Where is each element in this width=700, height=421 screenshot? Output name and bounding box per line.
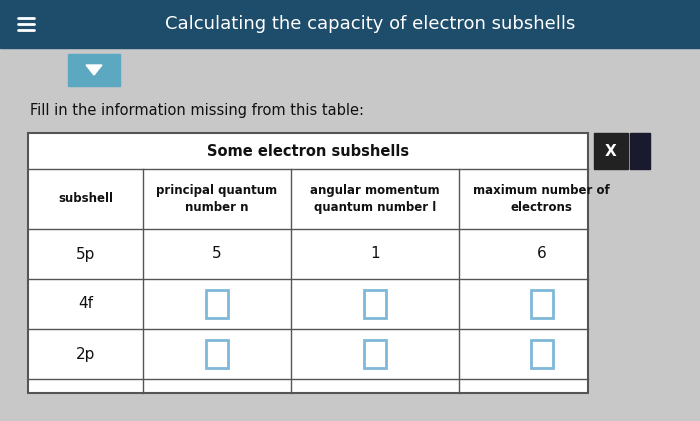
FancyBboxPatch shape <box>206 290 228 318</box>
Text: Fill in the information missing from this table:: Fill in the information missing from thi… <box>30 103 364 118</box>
Bar <box>594 133 628 169</box>
Text: 5p: 5p <box>76 247 95 261</box>
Text: 2p: 2p <box>76 346 95 362</box>
Text: 4f: 4f <box>78 296 93 312</box>
Text: 5: 5 <box>212 247 222 261</box>
Text: angular momentum
quantum number l: angular momentum quantum number l <box>310 184 440 214</box>
FancyBboxPatch shape <box>531 290 552 318</box>
FancyBboxPatch shape <box>364 340 386 368</box>
Text: 1: 1 <box>370 247 380 261</box>
Text: 6: 6 <box>537 247 547 261</box>
FancyBboxPatch shape <box>531 340 552 368</box>
Bar <box>630 133 650 169</box>
Polygon shape <box>86 65 102 75</box>
Bar <box>28 133 588 393</box>
FancyBboxPatch shape <box>206 340 228 368</box>
Text: Calculating the capacity of electron subshells: Calculating the capacity of electron sub… <box>164 15 575 33</box>
Bar <box>0 0 700 48</box>
Text: maximum number of
electrons: maximum number of electrons <box>473 184 610 214</box>
Text: X: X <box>605 144 617 158</box>
FancyBboxPatch shape <box>364 290 386 318</box>
Text: principal quantum
number n: principal quantum number n <box>156 184 278 214</box>
Text: Some electron subshells: Some electron subshells <box>207 144 409 158</box>
Bar <box>68 54 120 86</box>
Text: subshell: subshell <box>58 192 113 205</box>
